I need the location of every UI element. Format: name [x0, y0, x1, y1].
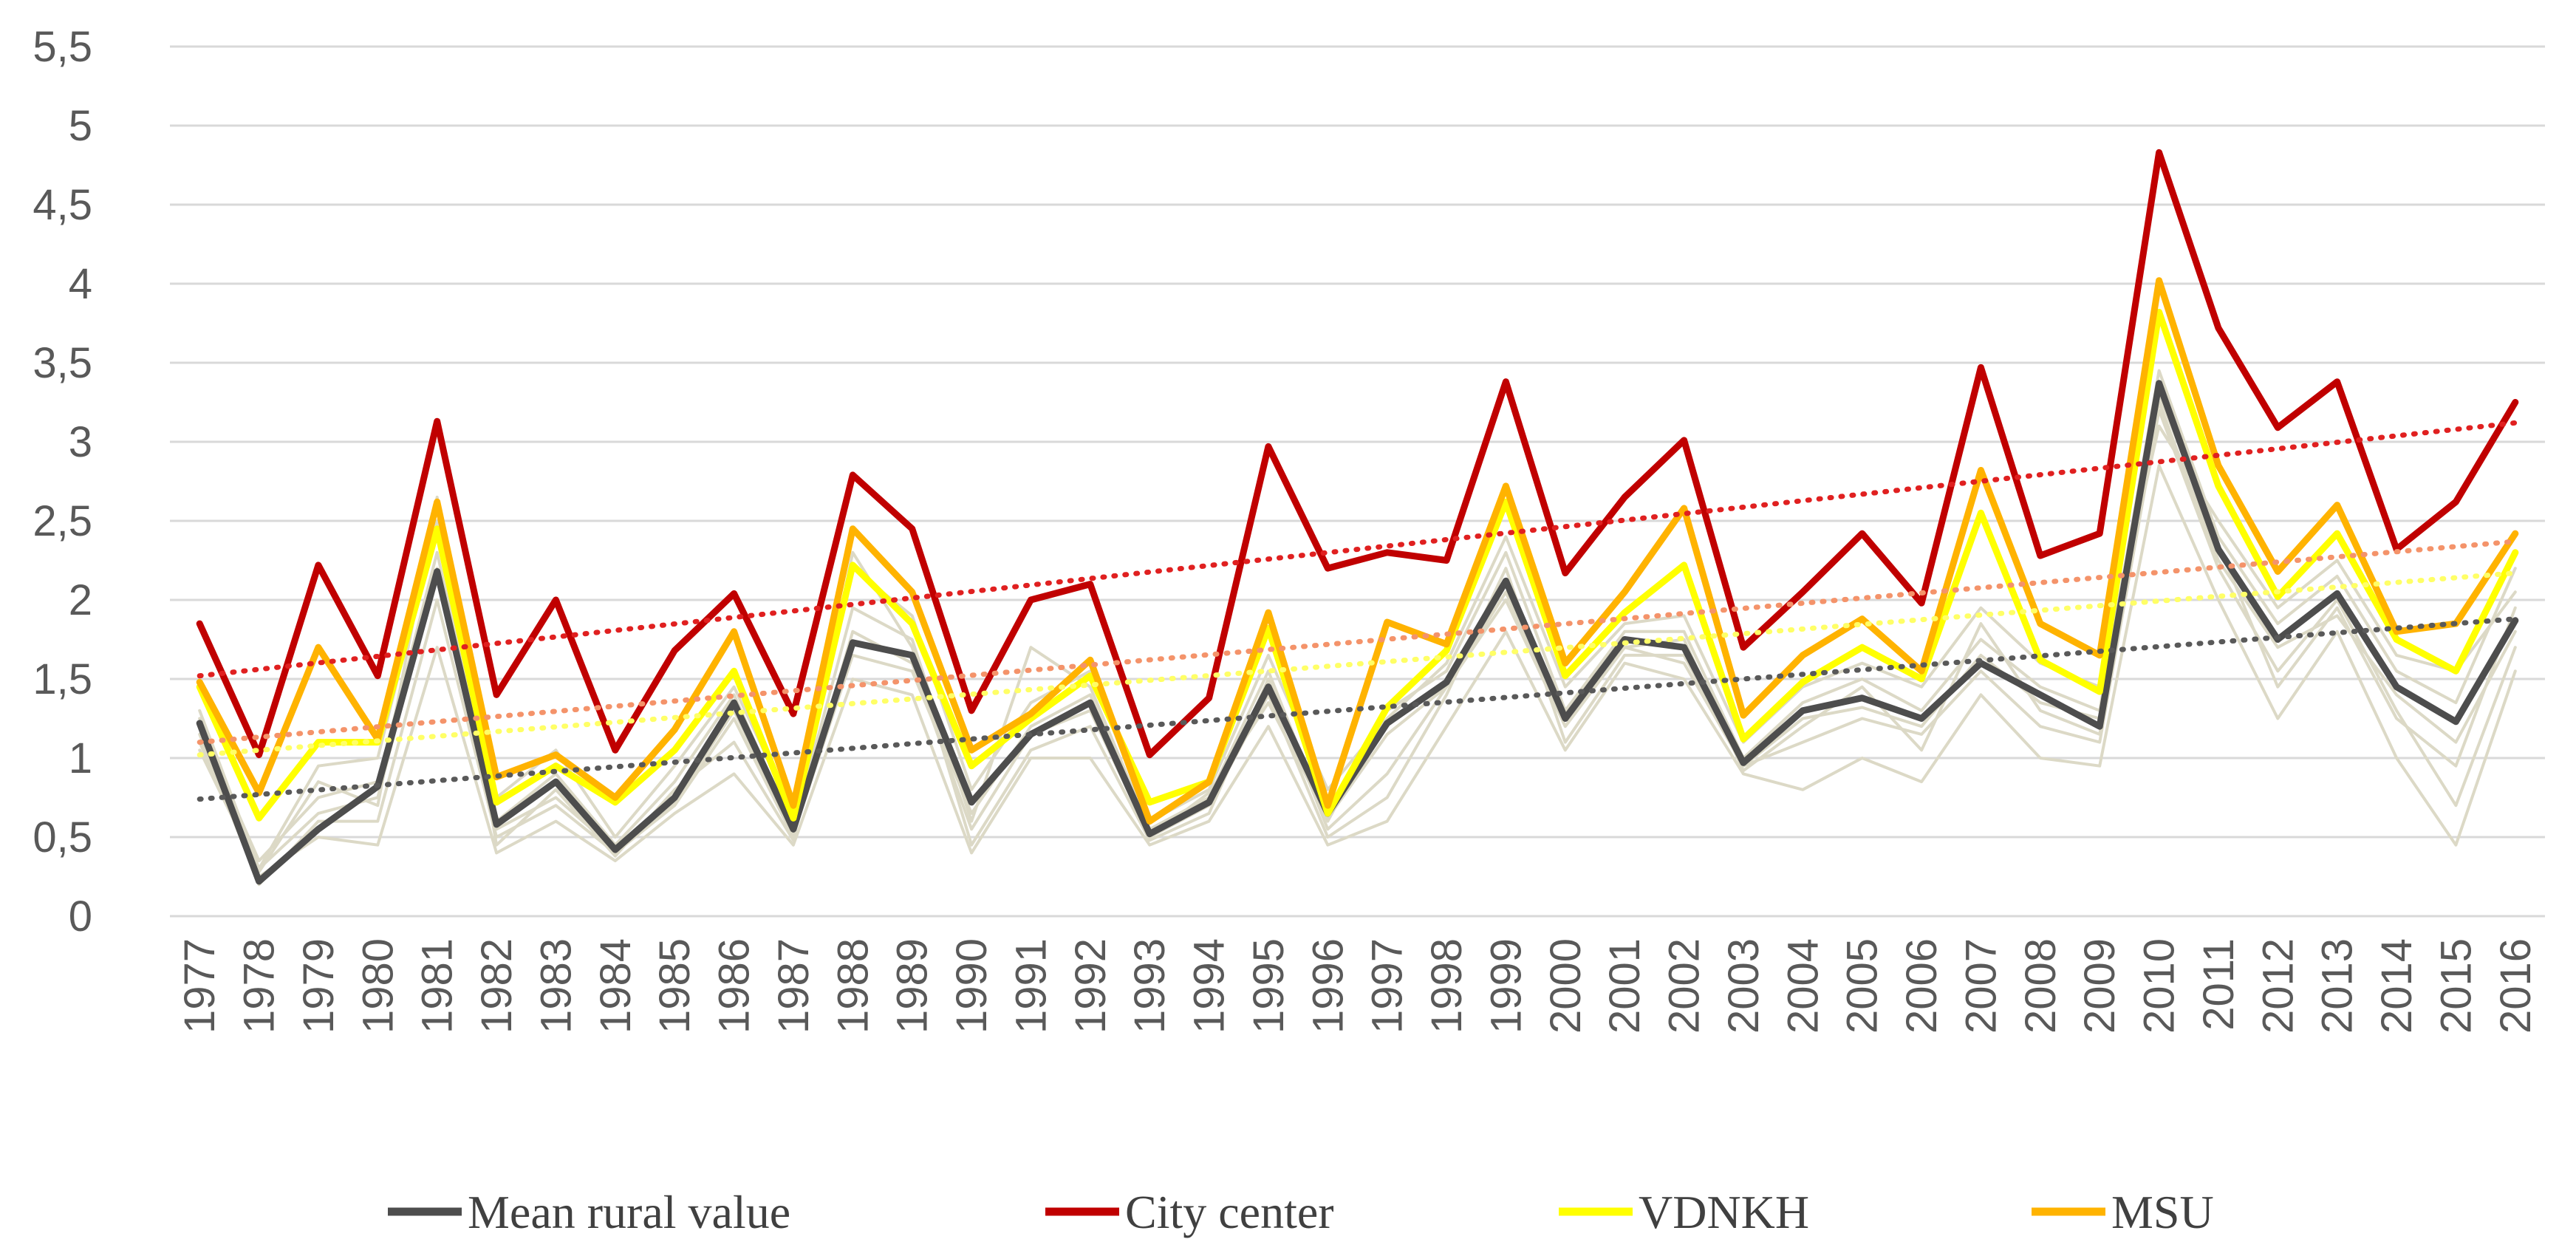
- series-line-vdnkh: [196, 309, 2519, 822]
- x-tick-label: 2008: [2017, 938, 2065, 1034]
- rural-station-line: [198, 464, 2517, 878]
- series-line-city-center: [196, 149, 2519, 759]
- x-tick-label: 2006: [1898, 938, 1946, 1034]
- y-tick-label: 5: [69, 102, 92, 150]
- y-tick-label: 4: [69, 260, 92, 308]
- x-tick-label: 2013: [2314, 938, 2362, 1034]
- x-tick-label: 1977: [176, 938, 224, 1034]
- legend: Mean rural value City center VDNKH MSU: [388, 1186, 2214, 1238]
- x-tick-label: 1993: [1126, 938, 1174, 1034]
- rural-station-line: [198, 392, 2517, 874]
- x-tick-label: 2007: [1957, 938, 2005, 1034]
- x-tick-label: 1997: [1364, 938, 1412, 1034]
- x-tick-label: 1990: [948, 938, 996, 1034]
- x-axis-tick-labels: 1977 1978 1979 1980 1981 1982 1983 1984 1985 1986…: [176, 938, 2540, 1034]
- rural-station-line: [198, 409, 2517, 887]
- x-tick-label: 2010: [2136, 938, 2184, 1034]
- x-tick-label: 2001: [1601, 938, 1649, 1034]
- x-tick-label: 1984: [592, 938, 640, 1034]
- x-tick-label: 2015: [2432, 938, 2480, 1034]
- y-tick-label: 0,5: [33, 813, 92, 861]
- series-line-mean-rural-value: [196, 380, 2519, 885]
- y-tick-label: 3,5: [33, 339, 92, 387]
- trendline-msu: [197, 539, 2518, 745]
- x-tick-label: 1987: [770, 938, 818, 1034]
- series-line-msu: [196, 277, 2519, 825]
- trendline-vdnkh: [197, 570, 2518, 758]
- x-tick-label: 1979: [295, 938, 343, 1034]
- x-tick-label: 1981: [414, 938, 462, 1034]
- legend-label: City center: [1125, 1186, 1334, 1238]
- x-tick-label: 1989: [889, 938, 937, 1034]
- x-tick-label: 1983: [532, 938, 580, 1034]
- y-tick-label: 2: [69, 576, 92, 624]
- legend-label: VDNKH: [1639, 1186, 1809, 1238]
- x-tick-label: 2012: [2254, 938, 2302, 1034]
- y-axis-tick-labels: 0 0,5 1 1,5 2 2,5 3 3,5 4 4,5 5 5,5: [33, 23, 92, 941]
- legend-label: MSU: [2111, 1186, 2214, 1238]
- x-tick-label: 1986: [711, 938, 759, 1034]
- x-tick-label: 1985: [651, 938, 699, 1034]
- x-tick-label: 1992: [1067, 938, 1115, 1034]
- x-tick-label: 1994: [1186, 938, 1234, 1034]
- x-tick-label: 2003: [1720, 938, 1768, 1034]
- x-tick-label: 1996: [1304, 938, 1352, 1034]
- y-tick-label: 4,5: [33, 181, 92, 229]
- y-tick-label: 0: [69, 892, 92, 941]
- x-tick-label: 2009: [2076, 938, 2124, 1034]
- y-tick-label: 3: [69, 418, 92, 466]
- y-tick-label: 1: [69, 734, 92, 782]
- legend-label: Mean rural value: [468, 1186, 790, 1238]
- x-tick-label: 1998: [1423, 938, 1471, 1034]
- trendlines: [197, 420, 2518, 802]
- x-tick-label: 2005: [1839, 938, 1887, 1034]
- x-tick-label: 2016: [2492, 938, 2540, 1034]
- y-tick-label: 5,5: [33, 23, 92, 71]
- x-tick-label: 1999: [1482, 938, 1530, 1034]
- x-tick-label: 2014: [2373, 938, 2421, 1034]
- x-tick-label: 2004: [1779, 938, 1827, 1034]
- x-tick-label: 1980: [354, 938, 402, 1034]
- x-tick-label: 1982: [473, 938, 521, 1034]
- series-lines: [196, 149, 2519, 887]
- x-tick-label: 1991: [1007, 938, 1055, 1034]
- x-tick-label: 1978: [236, 938, 284, 1034]
- x-tick-label: 1995: [1245, 938, 1293, 1034]
- x-tick-label: 2002: [1661, 938, 1709, 1034]
- x-tick-label: 1988: [829, 938, 877, 1034]
- y-tick-label: 2,5: [33, 497, 92, 545]
- trendline-mean-rural-value: [197, 616, 2518, 802]
- trendline-city-center: [197, 420, 2518, 679]
- x-tick-label: 2011: [2195, 938, 2243, 1031]
- x-tick-label: 2000: [1542, 938, 1590, 1034]
- y-tick-label: 1,5: [33, 655, 92, 703]
